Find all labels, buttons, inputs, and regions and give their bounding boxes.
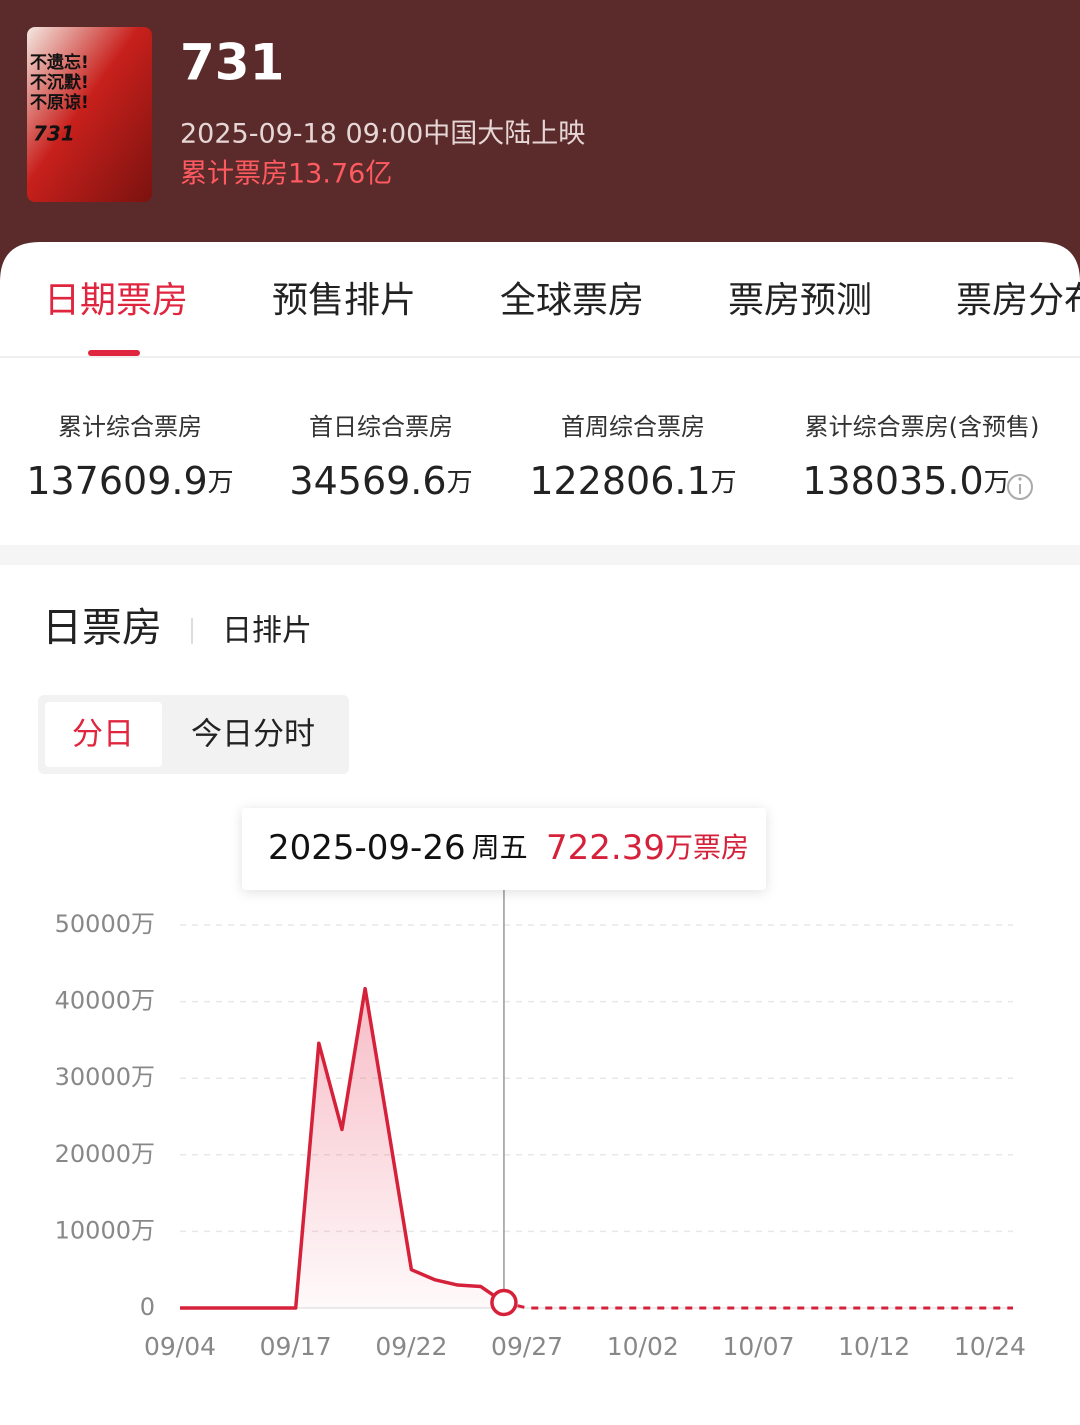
- stat-number: 137609.9: [26, 459, 207, 503]
- tab[interactable]: 全球票房: [500, 280, 644, 321]
- toggle-option[interactable]: 今日分时: [191, 717, 315, 753]
- info-icon-bar: [1019, 484, 1021, 494]
- y-tick-label: 50000万: [55, 910, 155, 938]
- tab[interactable]: 日期票房: [44, 280, 188, 321]
- y-tick-label: 30000万: [55, 1063, 155, 1091]
- tab-indicator: [88, 350, 140, 356]
- x-tick-label: 10/02: [607, 1332, 679, 1361]
- toggle-option[interactable]: 分日: [72, 717, 134, 753]
- section-alt[interactable]: 日排片: [222, 614, 312, 649]
- x-tick-label: 09/17: [260, 1332, 332, 1361]
- stat-label: 首日综合票房: [309, 413, 453, 441]
- chart: 0 10000万 20000万 30000万 40000万 50000万 09/04 09/1…: [55, 808, 1026, 1361]
- poster-line: 不原谅!: [30, 92, 89, 113]
- stat-value: 138035.0万: [802, 459, 1009, 503]
- stat-unit: 万: [711, 468, 737, 498]
- line: [180, 986, 505, 1310]
- poster-line: 不遗忘!: [30, 52, 89, 73]
- stat-number: 138035.0: [802, 459, 983, 503]
- x-tick-label: 09/04: [144, 1332, 216, 1361]
- stat-number: 122806.1: [529, 459, 710, 503]
- tooltip-day: 2025-09-26: [268, 828, 466, 868]
- y-tick-label: 10000万: [55, 1216, 155, 1244]
- tab-divider: [0, 356, 1080, 358]
- tooltip-date: 2025-09-26 周五: [268, 828, 528, 868]
- stats: 累计综合票房137609.9万首日综合票房34569.6万首周综合票房12280…: [26, 413, 1039, 503]
- tooltip-number: 722.39: [546, 828, 665, 868]
- tab[interactable]: 票房预测: [728, 280, 872, 321]
- x-tick-label: 10/24: [954, 1332, 1026, 1361]
- info-icon-dot: [1018, 477, 1022, 481]
- poster-title: 731: [33, 122, 75, 146]
- toggle-options: 分日 今日分时: [45, 702, 315, 767]
- tab-bar: 日期票房 预售排片 全球票房 票房预测 票房分布: [44, 280, 1080, 356]
- stat-unit: 万: [984, 468, 1010, 498]
- stat-label: 累计综合票房: [58, 413, 202, 441]
- tab[interactable]: 预售排片: [272, 280, 416, 321]
- x-tick-label: 10/12: [838, 1332, 910, 1361]
- x-tick-label: 09/27: [491, 1332, 563, 1361]
- stat-label: 累计综合票房(含预售): [805, 413, 1040, 441]
- poster[interactable]: [27, 27, 152, 202]
- stat-value: 137609.9万: [26, 459, 233, 503]
- y-tick-label: 20000万: [55, 1140, 155, 1168]
- line: [503, 1301, 1013, 1310]
- section-divider: [191, 618, 193, 644]
- tooltip-weekday: 周五: [472, 831, 528, 864]
- stat-value: 34569.6万: [289, 459, 472, 503]
- x-tick-label: 10/07: [722, 1332, 794, 1361]
- stat-value: 122806.1万: [529, 459, 736, 503]
- stat-label: 首周综合票房: [561, 413, 705, 441]
- toggle-active: [45, 702, 162, 767]
- total-box-office: 累计票房13.76亿: [180, 159, 392, 190]
- section-gap: [0, 545, 1080, 565]
- tooltip: [242, 808, 766, 890]
- movie-title: 731: [180, 34, 284, 92]
- y-tick-label: 40000万: [55, 987, 155, 1015]
- stat-unit: 万: [447, 468, 473, 498]
- highlight-point: [490, 1288, 518, 1317]
- area: [180, 988, 504, 1308]
- section-title[interactable]: 日票房: [42, 605, 162, 651]
- release-info: 2025-09-18 09:00中国大陆上映: [180, 119, 585, 150]
- stat-unit: 万: [208, 468, 234, 498]
- tooltip-value: 722.39万票房: [546, 828, 749, 868]
- poster-line: 不沉默!: [30, 72, 89, 93]
- info-icon[interactable]: [1007, 474, 1033, 500]
- y-tick-label: 0: [140, 1293, 155, 1321]
- x-tick-label: 09/22: [375, 1332, 447, 1361]
- stat-number: 34569.6: [289, 459, 446, 503]
- tab[interactable]: 票房分布: [956, 280, 1080, 321]
- tooltip-unit: 万票房: [665, 831, 749, 864]
